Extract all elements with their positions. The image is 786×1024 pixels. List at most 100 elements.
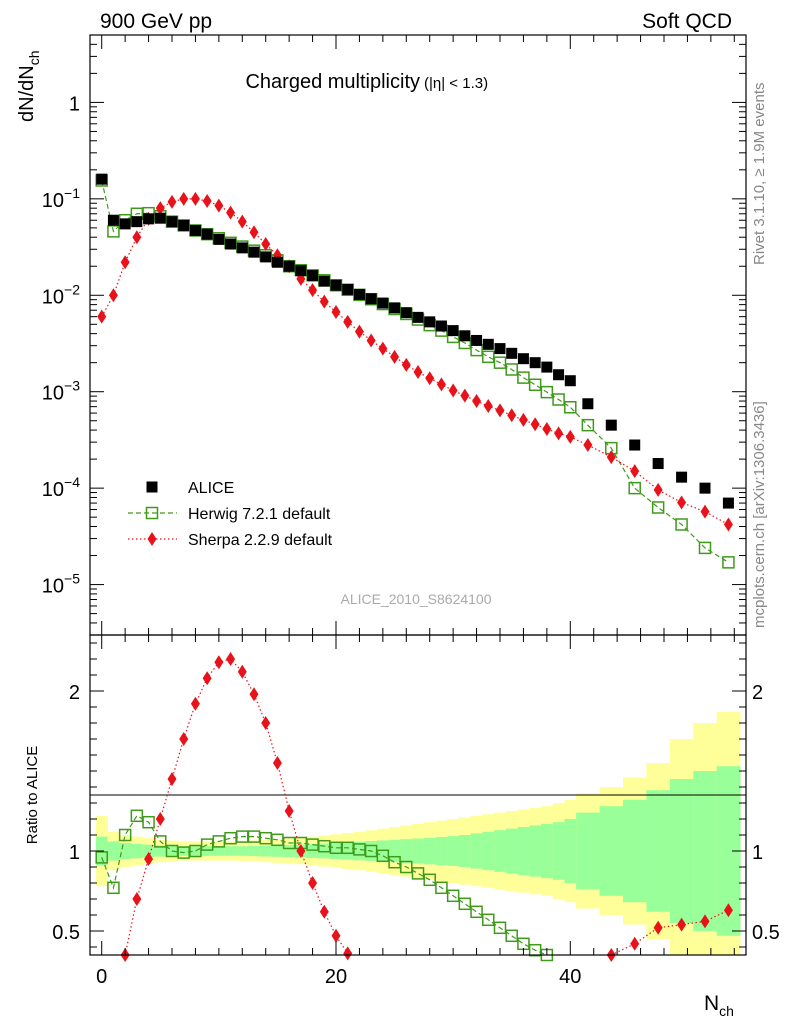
main-data-point — [482, 338, 494, 350]
main-series-0 — [96, 173, 734, 509]
main-data-point — [271, 256, 283, 268]
main-data-point — [517, 371, 530, 384]
legend-item-1: Herwig 7.2.1 default — [128, 506, 331, 523]
ratio-inner-band — [400, 839, 413, 863]
ratio-data-point — [653, 920, 663, 935]
main-data-point — [460, 388, 470, 403]
xlabel-sub: ch — [719, 1003, 734, 1019]
legend-marker — [147, 532, 157, 546]
ratio-inner-band — [341, 842, 354, 860]
main-data-point — [581, 418, 595, 432]
ratio-data-point — [95, 851, 108, 864]
ratio-data-point — [677, 917, 687, 932]
ratio-inner-band — [283, 844, 296, 858]
ratio-data-point — [411, 867, 425, 880]
ratio-data-point — [482, 913, 495, 927]
ratio-inner-band — [646, 790, 671, 912]
main-data-point — [213, 233, 225, 245]
main-data-point — [308, 283, 318, 298]
ratio-data-point — [435, 881, 448, 895]
main-data-point — [401, 357, 411, 372]
ratio-inner-band — [693, 771, 718, 931]
main-data-point — [295, 265, 307, 277]
legend-label: ALICE — [188, 480, 234, 497]
main-ticks — [90, 34, 746, 636]
legend-item-2: Sherpa 2.2.9 default — [128, 532, 333, 549]
main-data-point — [436, 377, 446, 392]
main-data-point — [226, 205, 236, 220]
main-data-point — [722, 556, 735, 569]
ratio-series-line — [101, 814, 548, 956]
main-data-point — [236, 242, 248, 254]
ratio-data-point — [179, 732, 189, 746]
main-data-point — [378, 341, 388, 356]
main-data-point — [107, 214, 119, 226]
ratio-inner-band — [541, 823, 554, 879]
ratio-inner-band — [271, 845, 284, 857]
ratio-data-point — [132, 892, 142, 906]
ratio-uncertainty-bands — [95, 711, 741, 955]
ratio-data-point — [458, 897, 472, 911]
process-label: Soft QCD — [642, 10, 732, 33]
ratio-inner-band — [482, 831, 495, 871]
main-data-point — [722, 497, 734, 509]
ratio-inner-band — [435, 836, 448, 866]
ratio-series-1 — [120, 652, 733, 962]
main-ylabel-text: dN/dN — [16, 65, 38, 122]
main-data-point — [628, 481, 641, 495]
ratio-inner-band — [189, 846, 202, 856]
ratio-data-point — [272, 756, 282, 770]
main-data-point — [377, 297, 389, 309]
main-y-tick-label: 10−5 — [42, 571, 80, 598]
main-data-point — [530, 417, 540, 432]
main-data-point — [459, 330, 471, 342]
main-data-point — [389, 302, 401, 314]
main-data-point — [318, 275, 330, 287]
ratio-data-point — [130, 809, 144, 823]
ratio-inner-band — [505, 828, 518, 874]
ratio-data-point — [202, 671, 212, 686]
main-title: Charged multiplicity — [245, 71, 420, 93]
ratio-inner-band — [447, 836, 460, 866]
ratio-series-line — [124, 658, 349, 956]
main-data-point — [272, 248, 282, 263]
ratio-data-point — [505, 929, 518, 943]
ratio-data-point — [190, 696, 200, 711]
ratio-inner-band — [259, 845, 272, 857]
main-data-point — [96, 173, 108, 185]
main-data-point — [723, 517, 733, 532]
main-data-point — [154, 212, 166, 224]
main-data-point — [699, 482, 711, 494]
main-data-point — [261, 237, 271, 252]
x-tick-label: 0 — [96, 966, 107, 988]
ratio-inner-band — [623, 799, 647, 903]
ratio-data-point — [284, 804, 294, 818]
x-tick-label: 20 — [325, 966, 347, 988]
main-data-point — [155, 201, 165, 216]
main-data-point — [517, 353, 529, 365]
main-y-tick-label: 10−1 — [42, 185, 80, 212]
ratio-inner-band — [552, 822, 565, 880]
main-panel: 1 10−1 10−2 10−3 10−4 10−5 Charged multiplici… — [16, 34, 747, 636]
ratio-inner-band — [330, 843, 343, 859]
legend-marker — [145, 506, 159, 520]
ratio-data-point — [167, 772, 177, 786]
legend-label: Sherpa 2.2.9 default — [188, 532, 333, 549]
ratio-data-point — [630, 936, 640, 951]
ratio-data-point — [308, 876, 318, 890]
main-data-point — [565, 429, 575, 444]
main-data-point — [214, 198, 224, 213]
energy-label: 900 GeV pp — [100, 10, 212, 33]
ratio-data-point — [226, 652, 236, 666]
ratio-data-point — [296, 844, 306, 858]
main-data-point — [178, 219, 190, 231]
main-y-tick-label: 10−2 — [42, 281, 80, 308]
main-data-point — [448, 383, 458, 398]
main-data-point — [283, 260, 295, 272]
ratio-data-point — [155, 812, 165, 826]
main-data-point — [260, 251, 272, 263]
ratio-inner-band — [306, 844, 319, 858]
ratio-y-tick-label-right: 0.5 — [752, 922, 780, 944]
main-data-point — [400, 307, 412, 319]
ratio-data-point — [400, 860, 413, 874]
